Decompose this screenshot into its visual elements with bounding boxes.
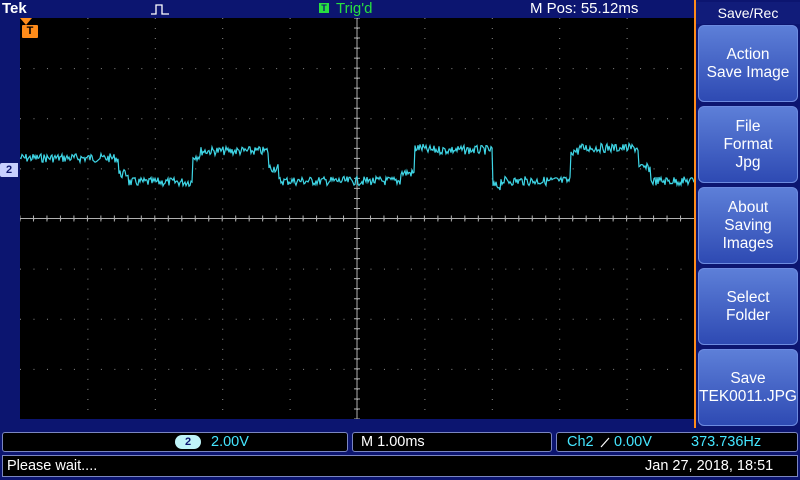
channel-2-badge: 2 (175, 435, 201, 449)
timebase-value: M 1.00ms (361, 434, 425, 450)
trigger-status: Trig'd (336, 0, 373, 17)
side-menu: Save/Rec Action Save Image File Format Jpg … (694, 0, 800, 428)
channel-2-trace (20, 141, 694, 191)
rising-edge-icon (600, 437, 610, 448)
trigger-position-marker[interactable] (20, 18, 32, 26)
axis-ticks (20, 18, 682, 419)
select-folder-button[interactable]: Select Folder (698, 268, 798, 345)
button-label-line: Action (726, 45, 770, 63)
button-label-line: Jpg (735, 153, 761, 171)
about-saving-images-button[interactable]: About Saving Images (698, 187, 798, 264)
side-menu-frame (694, 0, 696, 428)
status-message: Please wait.... (7, 458, 98, 474)
frequency-readout: 373.736Hz (691, 434, 762, 450)
action-save-image-button[interactable]: Action Save Image (698, 25, 798, 102)
channel-2-ground-marker[interactable]: 2 (0, 163, 18, 177)
button-label-line: Select (726, 288, 770, 306)
file-format-button[interactable]: File Format Jpg (698, 106, 798, 183)
side-menu-title: Save/Rec (694, 2, 800, 24)
message-bar: Please wait.... Jan 27, 2018, 18:51 (2, 455, 798, 477)
time-reference-marker[interactable]: T (22, 25, 38, 38)
trigger-readout[interactable]: Ch2 0.00V 373.736Hz (556, 432, 798, 452)
channel-2-scale-readout[interactable]: 2 2.00V (2, 432, 348, 452)
button-label-line: TEK0011.JPG (699, 387, 797, 405)
top-status-bar: Tek T Trig'd M Pos: 55.12ms (0, 0, 694, 18)
graticule (20, 18, 694, 419)
save-file-button[interactable]: Save TEK0011.JPG (698, 349, 798, 426)
horizontal-position-readout: M Pos: 55.12ms (530, 0, 639, 17)
button-label-line: Images (722, 234, 774, 252)
trigger-indicator-icon: T (319, 3, 329, 13)
button-label-line: Save (730, 369, 766, 387)
button-label-line: About (727, 198, 769, 216)
timebase-readout[interactable]: M 1.00ms (352, 432, 552, 452)
trigger-source: Ch2 (567, 434, 594, 450)
button-label-line: Save Image (706, 63, 790, 81)
button-label-line: Folder (726, 306, 770, 324)
date-time: Jan 27, 2018, 18:51 (645, 458, 774, 474)
waveform-display[interactable] (20, 18, 694, 419)
brand-logo: Tek (2, 0, 27, 17)
button-label-line: File (735, 117, 761, 135)
button-label-line: Saving (724, 216, 772, 234)
button-label-line: Format (723, 135, 773, 153)
volts-per-div: 2.00V (211, 434, 249, 450)
trigger-level: 0.00V (614, 434, 652, 450)
pulse-trigger-type-icon (151, 4, 169, 15)
